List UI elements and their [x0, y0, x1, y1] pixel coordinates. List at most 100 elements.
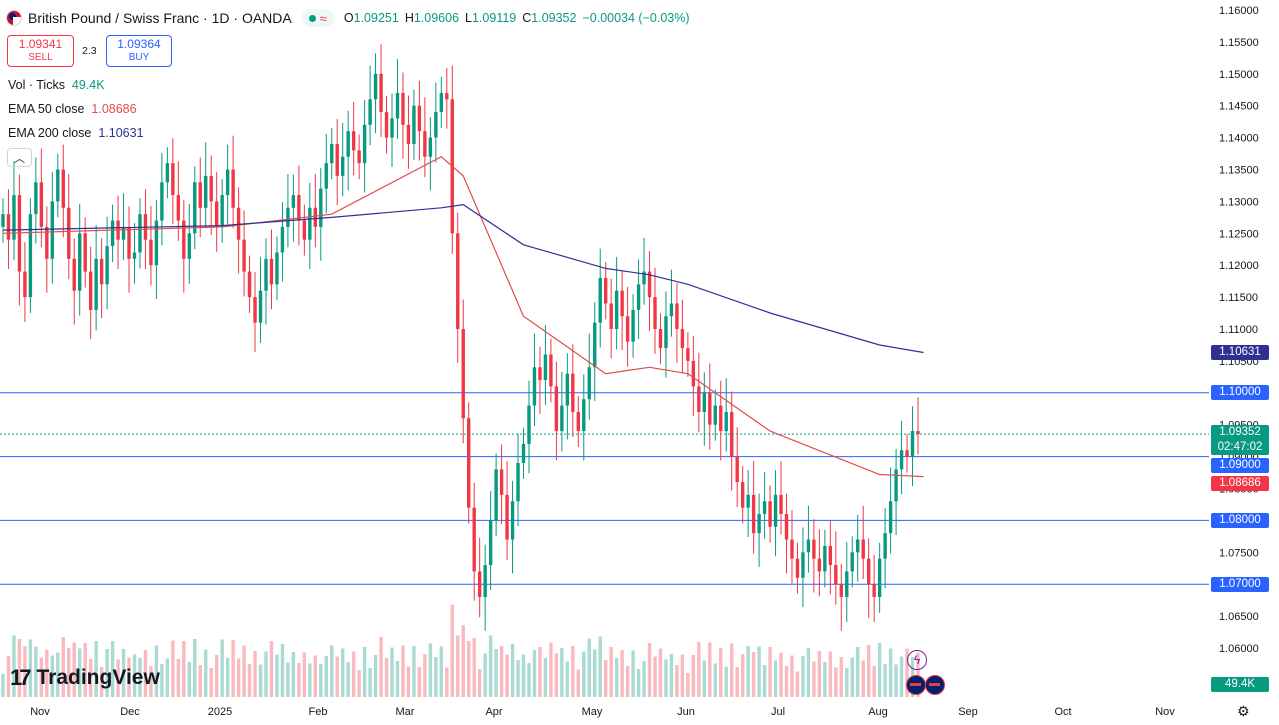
volume-bar [642, 661, 646, 697]
volume-bar [149, 666, 153, 697]
volume-bar [176, 659, 181, 697]
volume-bar [582, 651, 586, 697]
volume-bar [587, 638, 591, 697]
volume-legend[interactable]: Vol · Ticks 49.4K [8, 78, 105, 92]
volume-bar [866, 645, 871, 697]
candle-body [631, 309, 635, 342]
candle-body [121, 226, 126, 240]
gear-icon[interactable]: ⚙ [1237, 703, 1250, 719]
candle-body [477, 571, 482, 597]
volume-bar [828, 651, 833, 697]
price-tag-value: 1.10000 [1219, 386, 1261, 399]
gb-event-icon[interactable] [906, 675, 926, 695]
volume-bar [83, 643, 87, 697]
volume-bar [291, 652, 296, 697]
y-tick-label: 1.14000 [1219, 133, 1259, 145]
volume-bar [61, 637, 65, 697]
volume-bar [647, 643, 652, 697]
gb-event-icon-2[interactable] [925, 675, 945, 695]
buy-button[interactable]: 1.09364 BUY [106, 35, 172, 67]
volume-bar [286, 662, 290, 697]
ema200-line [2, 203, 924, 354]
candle-body [812, 539, 816, 559]
volume-bar [275, 654, 279, 697]
candle-body [713, 405, 717, 425]
lightning-icon[interactable]: ϟ [907, 650, 927, 670]
sell-button[interactable]: 1.09341 SELL [7, 35, 74, 67]
volume-bar [697, 642, 701, 697]
symbol-title[interactable]: British Pound / Swiss Franc · 1D · OANDA [28, 10, 292, 26]
ohlc-values: O1.09251 H1.09606 L1.09119 C1.09352 −0.00034… [344, 11, 690, 25]
candle-body [39, 182, 44, 227]
volume-bar [105, 649, 109, 697]
y-tick-label: 1.14500 [1219, 101, 1259, 113]
collapse-legend-button[interactable]: ︿ [7, 148, 32, 167]
volume-bar [121, 649, 126, 697]
ema200-legend[interactable]: EMA 200 close 1.10631 [8, 126, 144, 140]
volume-bar [883, 664, 887, 697]
candle-body [105, 246, 109, 285]
candle-body [910, 431, 915, 457]
volume-bar [894, 664, 898, 697]
candle-body [664, 316, 668, 349]
candle-body [779, 494, 783, 515]
candle-body [467, 418, 471, 508]
candle-body [560, 405, 564, 432]
x-axis-label: Jul [770, 706, 786, 718]
candle-body [264, 258, 268, 291]
candle-body [154, 220, 159, 266]
volume-bar [412, 646, 416, 697]
volume-bar [34, 646, 38, 697]
chevron-up-icon: ︿ [14, 152, 25, 165]
volume-bar [730, 643, 734, 697]
candle-body [614, 290, 619, 329]
candle-body [593, 322, 597, 368]
volume-bar [801, 656, 805, 697]
price-tag: 1.07000 [1211, 576, 1269, 592]
volume-bar [576, 669, 580, 697]
candle-body [225, 169, 230, 196]
market-status[interactable]: ≈ [301, 9, 334, 27]
price-tag-value: 1.10631 [1219, 346, 1261, 359]
price-tag-value: 1.09352 [1219, 426, 1261, 439]
volume-bar [434, 657, 438, 697]
volume-bar [549, 642, 553, 697]
volume-bar [110, 641, 115, 697]
candle-body [67, 207, 71, 259]
candle-body [247, 271, 252, 298]
x-axis-label: Apr [485, 706, 503, 718]
candle-body [417, 105, 422, 132]
candle-body [461, 329, 465, 419]
volume-bar [297, 663, 301, 697]
tradingview-logo[interactable]: 17 TradingView [10, 665, 160, 691]
candle-body [308, 207, 312, 240]
volume-bar [680, 654, 685, 697]
volume-value: 49.4K [71, 78, 105, 92]
candle-body [280, 226, 285, 253]
volume-bar [516, 660, 520, 697]
volume-tag: 49.4K [1211, 677, 1269, 692]
candle-body [757, 514, 761, 534]
volume-bar [609, 647, 613, 697]
volume-bar [724, 666, 728, 697]
volume-bar [45, 649, 49, 697]
ema50-legend[interactable]: EMA 50 close 1.08686 [8, 102, 137, 116]
volume-bar [6, 656, 11, 697]
candle-body [686, 348, 690, 361]
volume-bar [751, 652, 756, 697]
candle-body [297, 195, 301, 221]
candle-body [434, 112, 438, 138]
price-tag: 1.08686 [1211, 476, 1269, 491]
volume-bar [779, 652, 783, 697]
candle-body [362, 124, 367, 164]
volume-bar [872, 666, 876, 697]
price-tag: 1.08000 [1211, 512, 1269, 528]
volume-bar [861, 660, 865, 697]
candle-body [669, 303, 674, 317]
candle-body [379, 73, 383, 113]
volume-bar [735, 667, 739, 697]
volume-bar [899, 656, 904, 697]
candle-body [231, 169, 235, 208]
volume-bar [193, 639, 197, 697]
